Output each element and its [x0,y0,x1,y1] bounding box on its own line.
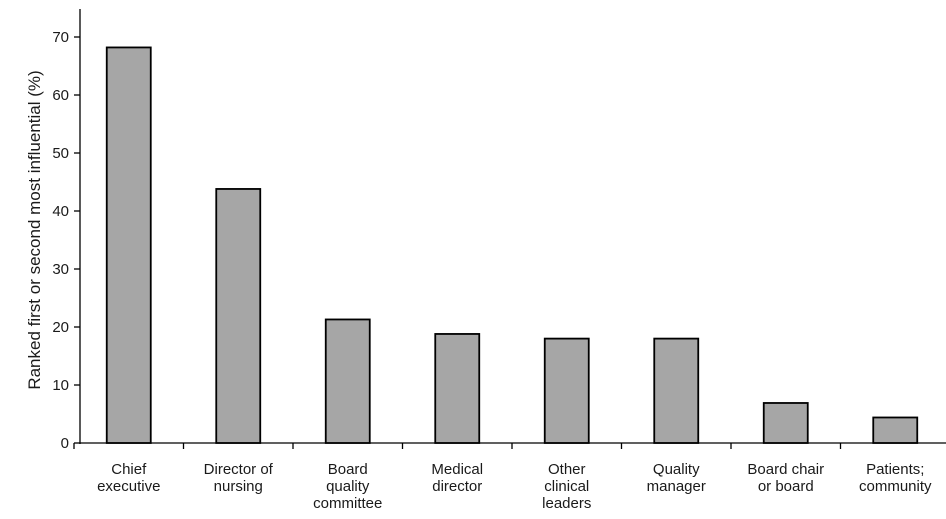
x-axis [73,442,946,449]
y-axis-title: Ranked first or second most influential … [25,70,44,389]
bar [653,337,700,444]
y-tick-label: 60 [52,87,69,104]
x-category-label: Quality manager [647,461,706,495]
x-category-label: Board chair or board [747,461,824,495]
bar [105,46,152,444]
y-tick-label: 50 [52,145,69,162]
y-tick-label: 10 [52,377,69,394]
x-category-label: Other clinical leaders [542,461,591,512]
y-tick-label: 20 [52,319,69,336]
x-category-label: Director of nursing [204,461,274,495]
bar [324,318,371,444]
x-category-label: Board quality committee [313,461,382,512]
bar [872,416,919,444]
y-tick-label: 40 [52,203,69,220]
y-tick-label: 70 [52,29,69,46]
x-category-label: Patients; community [859,461,932,495]
bar [434,333,481,444]
category-labels: Chief executive Director of nursing Board qua… [97,461,932,512]
bar [543,337,590,444]
y-tick-label: 30 [52,261,69,278]
bar [762,402,809,444]
x-category-label: Chief executive [97,461,160,495]
bar [215,188,262,444]
y-axis: 0 10 20 30 40 50 60 70 [52,9,81,452]
x-category-label: Medical director [431,461,483,495]
y-tick-label: 0 [61,435,69,452]
bars [105,46,919,444]
